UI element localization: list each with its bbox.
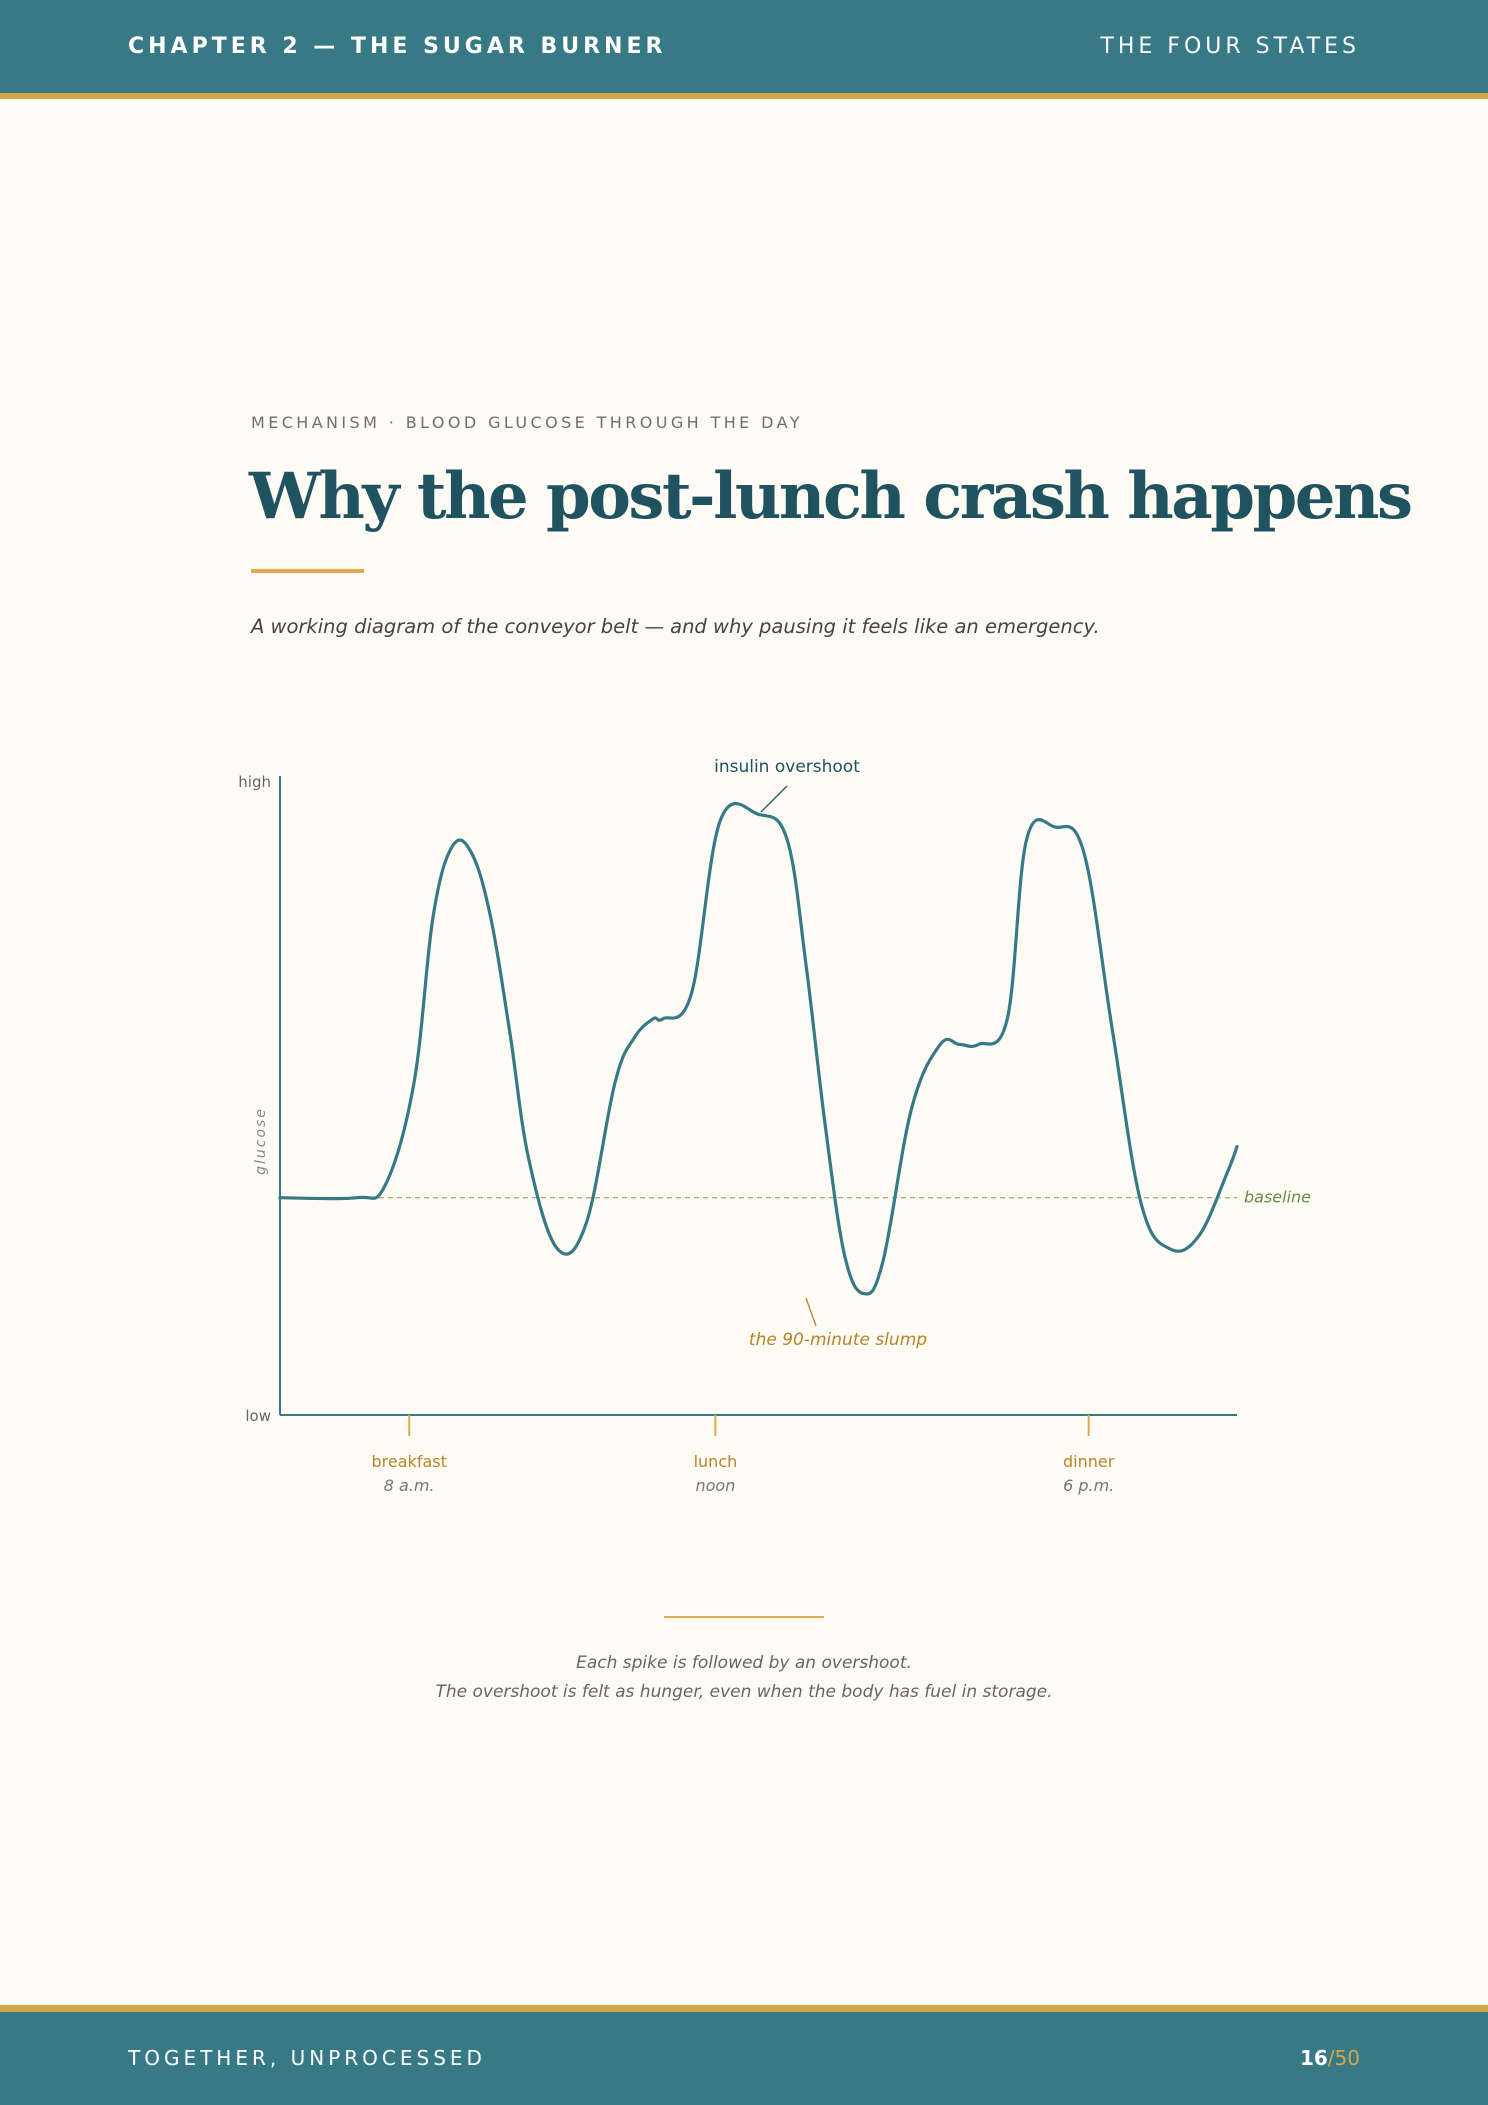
y-tick-low: low (245, 1407, 271, 1425)
page-subtitle: A working diagram of the conveyor belt —… (251, 615, 1100, 638)
caption-line-2: The overshoot is felt as hunger, even wh… (435, 1682, 1053, 1702)
chapter-title: CHAPTER 2 — THE SUGAR BURNER (128, 34, 667, 59)
y-tick-high: high (238, 773, 271, 791)
meal-label: lunch (694, 1452, 738, 1471)
caption-line-1: Each spike is followed by an overshoot. (576, 1653, 912, 1673)
section-title: THE FOUR STATES (1100, 34, 1360, 59)
page-separator: / (1327, 2046, 1335, 2070)
page-total: 50 (1334, 2046, 1360, 2070)
meal-markers: breakfast 8 a.m. lunch noon dinner 6 p.m. (372, 1415, 1115, 1495)
overshoot-annotation: insulin overshoot (714, 757, 860, 777)
running-footer: TOGETHER, UNPROCESSED 16/50 (0, 2005, 1488, 2105)
book-title: TOGETHER, UNPROCESSED (128, 2046, 486, 2070)
overshoot-leader (760, 785, 788, 813)
baseline-label: baseline (1244, 1188, 1311, 1207)
glucose-chart: high low glucose baseline breakfast 8 a.m… (238, 757, 1311, 1495)
meal-label: breakfast (372, 1452, 447, 1471)
eyebrow-label: MECHANISM · BLOOD GLUCOSE THROUGH THE DA… (251, 413, 803, 432)
caption-divider (664, 1616, 824, 1618)
page-number: 16/50 (1300, 2046, 1360, 2070)
meal-time: noon (696, 1476, 736, 1495)
meal-label: dinner (1063, 1452, 1115, 1471)
running-header: CHAPTER 2 — THE SUGAR BURNER THE FOUR ST… (0, 0, 1488, 99)
glucose-curve (278, 802, 1239, 1296)
page-current: 16 (1299, 2046, 1328, 2070)
meal-time: 6 p.m. (1063, 1476, 1114, 1495)
slump-leader (805, 1297, 817, 1327)
title-underline (251, 569, 364, 573)
y-axis-label: glucose (253, 1107, 269, 1175)
slump-annotation: the 90-minute slump (749, 1330, 927, 1350)
page-title: Why the post-lunch crash happens (249, 459, 1413, 534)
meal-time: 8 a.m. (384, 1476, 435, 1495)
